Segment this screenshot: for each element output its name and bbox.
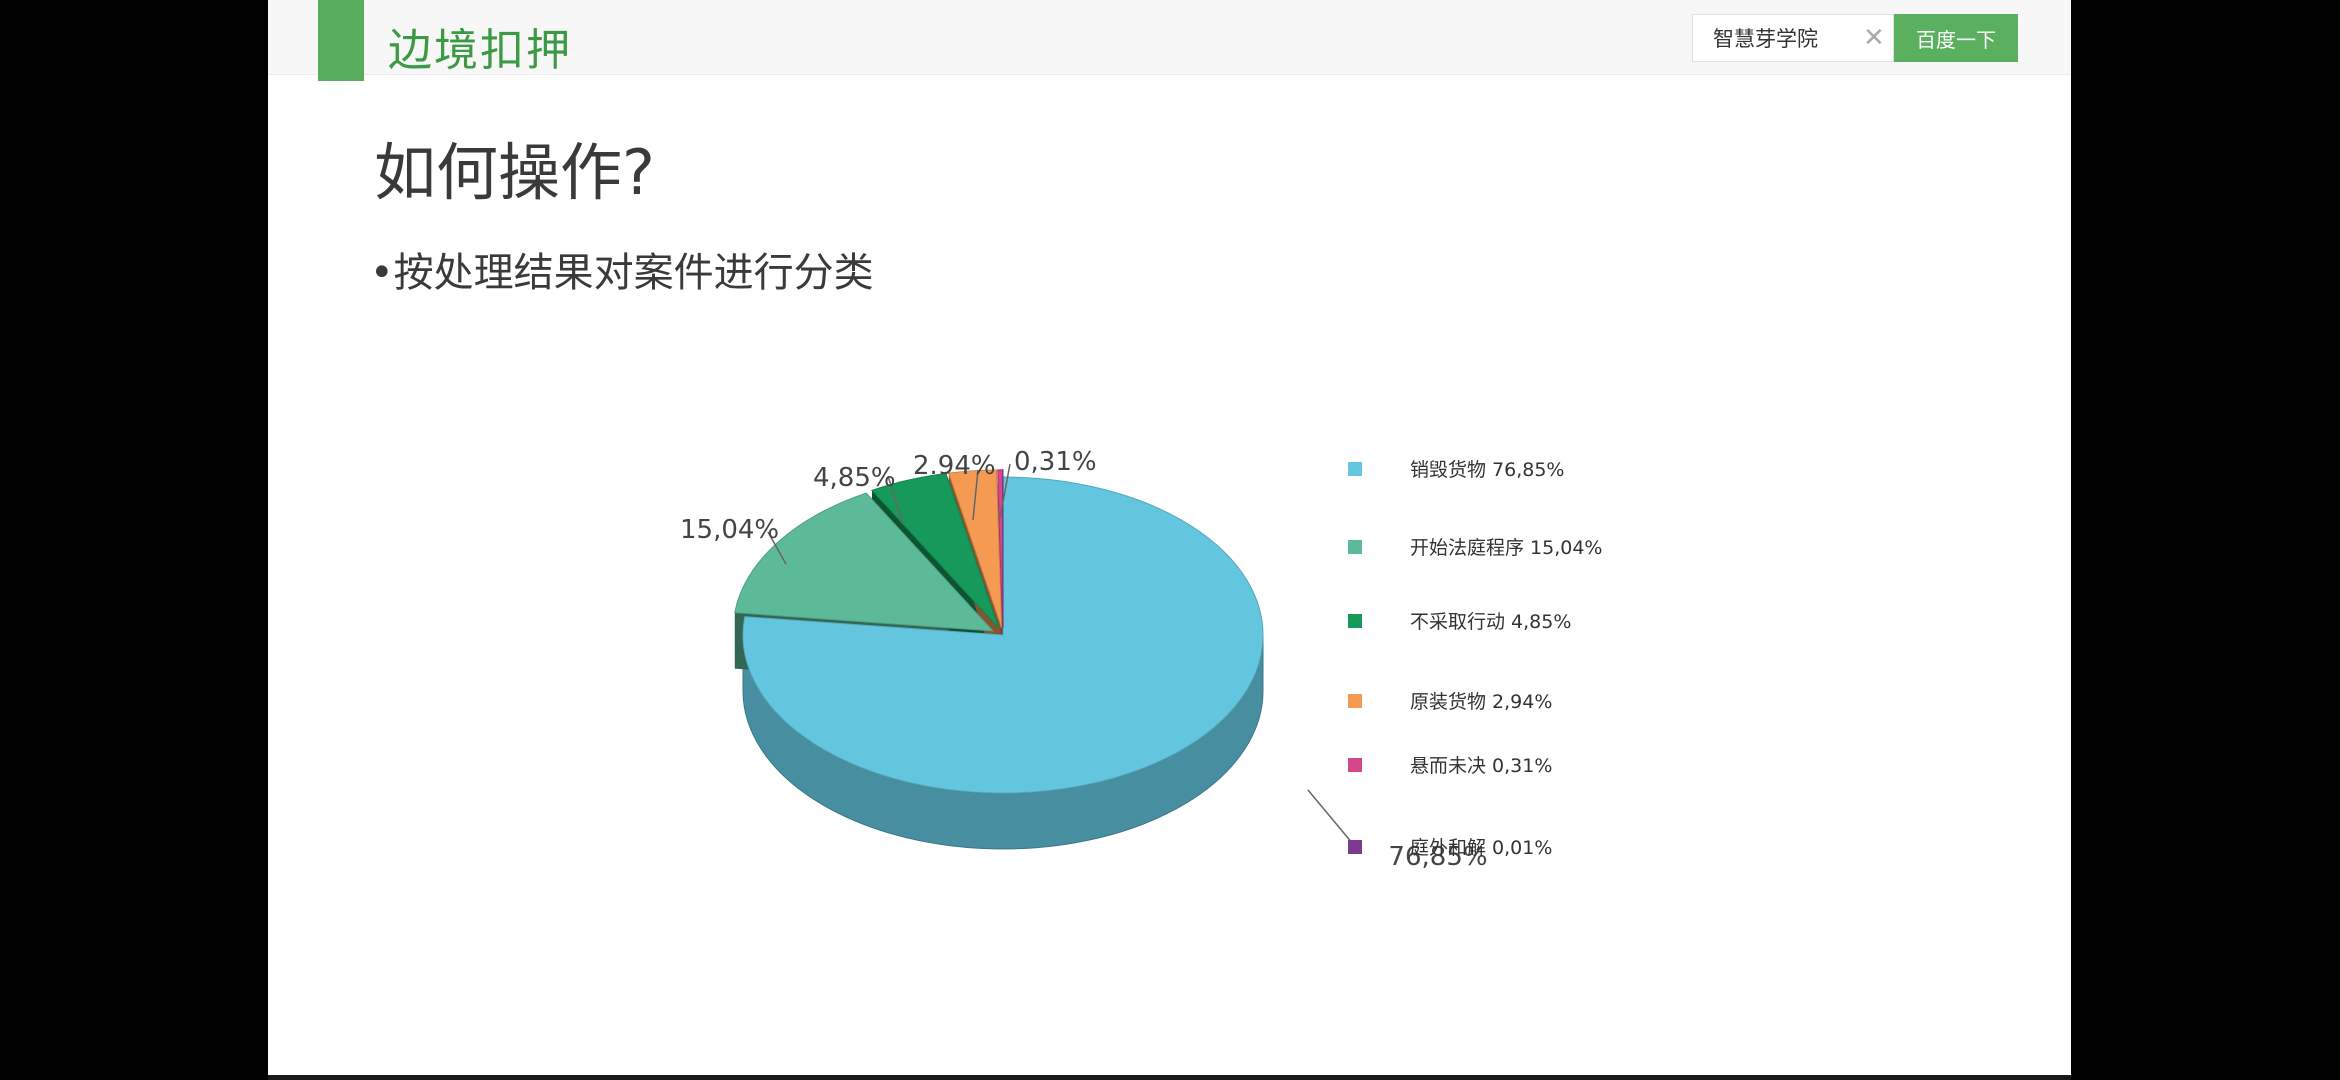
data-label: 0,31% (1014, 447, 1097, 477)
data-label: 2.94% (913, 451, 996, 481)
legend-swatch (1348, 462, 1362, 476)
search-button[interactable]: 百度一下 (1894, 14, 2018, 62)
search-input[interactable] (1693, 15, 1843, 61)
legend-swatch (1348, 614, 1362, 628)
data-label: 4,85% (813, 463, 896, 493)
legend-swatch (1348, 540, 1362, 554)
data-label: 15,04% (680, 515, 779, 545)
bottom-strip (268, 1075, 2071, 1080)
page-title: 如何操作? (374, 136, 655, 209)
legend-label: 悬而未决 0,31% (1410, 755, 1552, 777)
pie-slice-不采取行动 (871, 473, 1000, 629)
legend-swatch (1348, 840, 1362, 854)
pie-slice-销毁货物 (742, 476, 1264, 794)
legend-label: 庭外和解 0,01% (1410, 837, 1552, 859)
legend-label: 原装货物 2,94% (1410, 691, 1552, 713)
legend-label: 销毁货物 76,85% (1410, 459, 1565, 481)
search-box[interactable]: ✕ (1692, 14, 1894, 62)
slide: 边境扣押 ✕ 百度一下 如何操作? •按处理结果对案件进行分类 76,85% 15… (268, 0, 2071, 1075)
pie-chart: 76,85% 15,04% 4,85% 2.94% 0,31% 销毁货物 76,85% 开始… (680, 447, 1603, 872)
pie-slice-原装货物 (948, 469, 1003, 629)
close-icon[interactable]: ✕ (1863, 23, 1885, 53)
header-accent-bar (318, 0, 364, 81)
legend-label: 不采取行动 4,85% (1410, 611, 1571, 633)
data-label-leader (767, 531, 787, 565)
data-label-leader (999, 463, 1011, 519)
header-title: 边境扣押 (388, 25, 572, 76)
data-label: 76,85% (1388, 842, 1487, 872)
data-label-leader (972, 469, 979, 521)
data-label-leader (887, 475, 904, 525)
legend-swatch (1348, 758, 1362, 772)
legend-label: 开始法庭程序 15,04% (1410, 537, 1603, 559)
legend-swatch (1348, 694, 1362, 708)
bullet-text: •按处理结果对案件进行分类 (370, 250, 874, 296)
pie-slice-开始法庭程序 (734, 492, 995, 632)
